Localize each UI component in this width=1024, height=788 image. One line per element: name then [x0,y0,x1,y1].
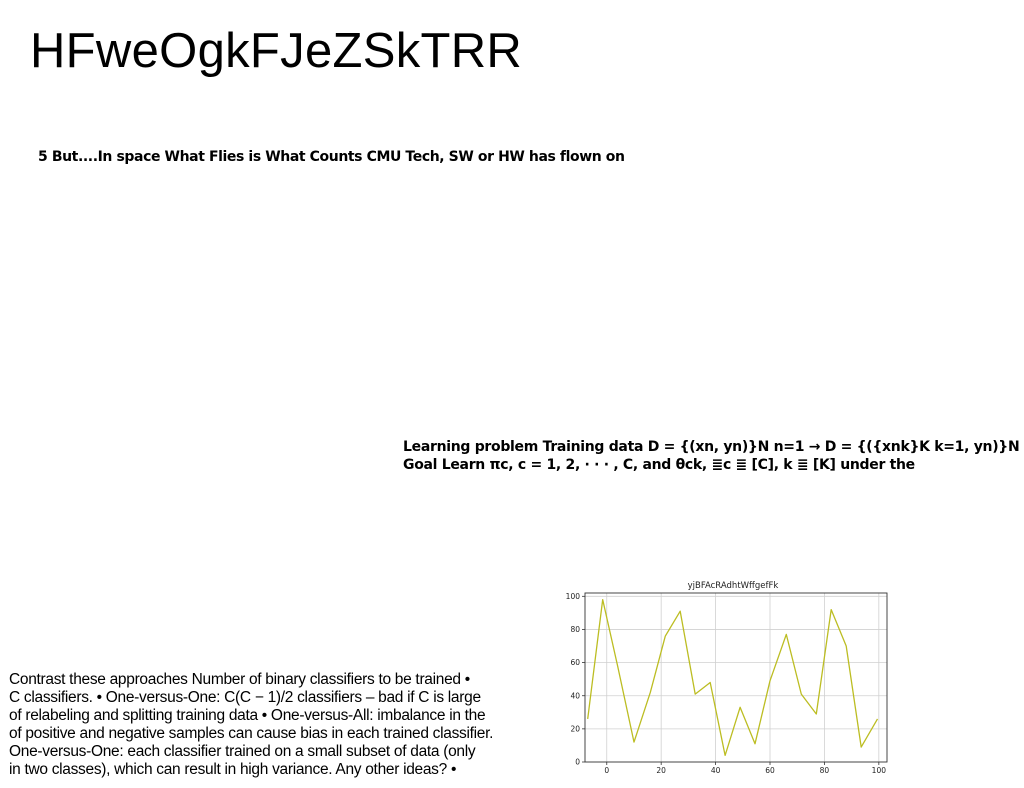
y-tick-label: 0 [575,758,580,767]
y-tick-label: 40 [570,691,580,700]
contrast-line: of relabeling and splitting training dat… [9,707,486,724]
x-tick-label: 40 [711,766,721,775]
learning-line: Goal Learn πc, c = 1, 2, · · · , C, and … [403,457,915,473]
contrast-line: Contrast these approaches Number of bina… [9,671,470,688]
slide-headline: 5 But....In space What Flies is What Cou… [38,149,625,165]
chart-axes: 0 20 40 60 80 100 0 20 40 60 80 100 [566,592,888,775]
chart-title: yjBFAcRAdhtWffgefFk [688,581,779,591]
line-chart: yjBFAcRAdhtWffgefFk 0 20 40 60 80 100 0 20 40 60 8… [553,576,893,778]
plot-frame [584,592,888,763]
y-tick-label: 80 [570,625,580,634]
x-tick-label: 100 [872,766,887,775]
chart-grid [585,593,887,763]
y-tick-label: 100 [566,592,581,601]
y-tick-label: 20 [570,724,580,733]
x-tick-label: 80 [820,766,830,775]
contrast-line: C classifiers. • One-versus-One: C(C − 1… [9,689,481,706]
page-title: HFweOgkFJeZSkTRR [30,24,523,78]
contrast-paragraph: Contrast these approaches Number of bina… [9,671,493,779]
learning-line: Learning problem Training data D = {(xn,… [403,439,1020,455]
contrast-line: One-versus-One: each classifier trained … [9,743,476,760]
x-tick-label: 60 [765,766,775,775]
contrast-line: of positive and negative samples can cau… [9,725,494,742]
contrast-line: in two classes), which can result in hig… [9,761,457,778]
x-tick-label: 0 [604,766,609,775]
x-tick-label: 20 [656,766,666,775]
chart-series [587,598,879,757]
y-tick-label: 60 [570,658,580,667]
learning-problem-text: Learning problem Training data D = {(xn,… [403,438,1020,474]
line-chart-svg: yjBFAcRAdhtWffgefFk 0 20 40 60 80 100 0 20 40 60 8… [566,581,888,775]
series-line [587,598,879,757]
